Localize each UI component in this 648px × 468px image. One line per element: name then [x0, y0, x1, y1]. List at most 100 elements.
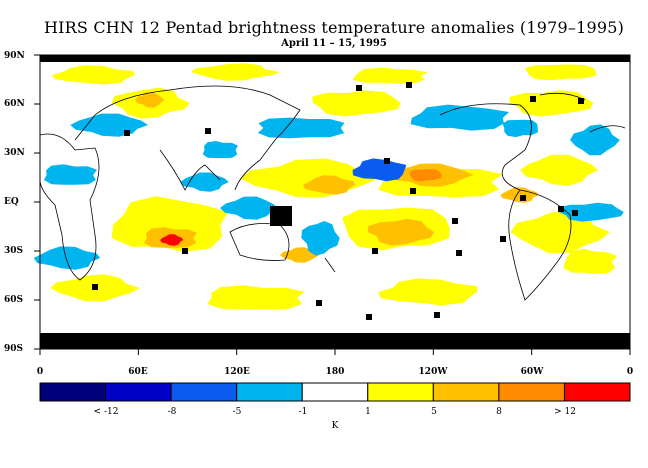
missing-data-cell-9	[558, 206, 564, 212]
axis-ticks	[34, 54, 631, 355]
coastline-4	[324, 257, 336, 273]
missing-data-cell-11	[372, 248, 378, 254]
anomaly-patch-5	[311, 90, 401, 117]
colorbar-swatch-3	[236, 382, 303, 402]
anomaly-patch-26	[70, 113, 149, 137]
missing-data-cell-16	[366, 314, 372, 320]
colorbar-swatch-4	[301, 382, 369, 402]
colorbar-label-7: 8	[496, 407, 502, 417]
coastline-7	[539, 92, 586, 101]
anomaly-patch-27	[257, 117, 345, 139]
missing-data-cell-1	[205, 128, 211, 134]
missing-data-cell-4	[384, 158, 390, 164]
missing-data-cell-14	[92, 284, 98, 290]
colorbar-swatch-6	[432, 382, 500, 402]
anomaly-patch-36	[180, 172, 229, 192]
colorbar-swatch-2	[170, 382, 238, 402]
anomaly-patch-38	[202, 141, 238, 159]
missing-data-cell-19	[578, 98, 584, 104]
map-title: HIRS CHN 12 Pentad brightness temperatur…	[43, 18, 625, 37]
coastline-1	[74, 85, 301, 191]
missing-data-cell-13	[182, 248, 188, 254]
missing-data-cell-12	[456, 250, 462, 256]
anomaly-patch-28	[410, 104, 510, 131]
anomaly-patch-17	[135, 92, 165, 108]
anomaly-patch-3	[524, 64, 597, 81]
missing-data-cell-3	[406, 82, 412, 88]
missing-data-cell-8	[520, 195, 526, 201]
coastline-8	[589, 125, 626, 133]
lat-label-90n: 90N	[4, 51, 25, 61]
anomaly-patch-30	[44, 164, 97, 185]
lon-label-120e: 120E	[224, 367, 250, 377]
colorbar-unit: K	[331, 421, 339, 431]
lon-label-60e: 60E	[128, 367, 148, 377]
lon-label-0-east: 0	[626, 367, 634, 377]
anomaly-patch-21	[367, 218, 435, 246]
lon-label-60w: 60W	[520, 367, 544, 377]
colorbar-label-5: 1	[365, 407, 371, 417]
lat-label-90s: 90S	[4, 344, 24, 354]
lat-label-30n: 30N	[4, 148, 25, 158]
colorbar-swatch-1	[105, 382, 172, 402]
anomaly-patch-9	[520, 154, 599, 186]
anomaly-patch-29	[570, 124, 620, 156]
missing-data-cell-5	[410, 188, 416, 194]
missing-data-cell-2	[356, 85, 362, 91]
missing-data-south	[40, 333, 630, 349]
missing-data-cell-6	[452, 218, 458, 224]
colorbar-label-4: -1	[298, 407, 308, 417]
anomaly-patch-10	[111, 196, 229, 252]
anomaly-patch-2	[352, 67, 428, 84]
anomaly-patch-14	[207, 285, 305, 310]
missing-data-cell-0	[124, 130, 130, 136]
colorbar-swatch-7	[498, 382, 565, 402]
anomaly-patch-18	[302, 175, 356, 195]
colorbar-label-8: > 12	[554, 407, 576, 417]
colorbar-label-1: < -12	[93, 407, 119, 417]
colorbar-swatch-0	[39, 382, 107, 402]
missing-data-cell-10	[572, 210, 578, 216]
lon-label-0: 0	[36, 367, 44, 377]
missing-data-block	[270, 206, 292, 226]
anomaly-patch-22	[500, 187, 539, 203]
coastlines	[39, 85, 626, 301]
anomaly-patch-33	[301, 221, 340, 256]
coastline-2	[159, 149, 221, 191]
anomaly-patch-35	[33, 246, 101, 270]
anomaly-patch-15	[378, 278, 478, 306]
anomaly-patch-7	[240, 158, 380, 198]
lon-label-180: 180	[325, 367, 345, 377]
coastline-3	[229, 223, 290, 261]
coastline-0	[39, 133, 100, 281]
colorbar-swatch-5	[367, 382, 434, 402]
colorbar	[39, 382, 631, 402]
colorbar-swatch-8	[563, 382, 631, 402]
anomaly-patch-1	[190, 63, 280, 81]
map-subtitle: April 11 – 15, 1995	[281, 38, 387, 49]
colorbar-label-2: -8	[167, 407, 177, 417]
colorbar-label-6: 5	[431, 407, 437, 417]
anomaly-patch-0	[51, 65, 135, 85]
lat-label-30s: 30S	[4, 246, 24, 256]
colorbar-label-3: -5	[232, 407, 242, 417]
anomaly-patch-24	[409, 169, 442, 182]
missing-data-cell-18	[530, 96, 536, 102]
lon-label-120w: 120W	[418, 367, 448, 377]
anomaly-patch-34	[558, 202, 624, 222]
lat-label-60n: 60N	[4, 99, 25, 109]
missing-data-cell-17	[434, 312, 440, 318]
missing-data-north	[40, 55, 630, 62]
missing-data-cell-7	[500, 236, 506, 242]
anomaly-field	[33, 55, 630, 349]
anomaly-patch-32	[220, 196, 280, 220]
lat-label-eq: EQ	[4, 197, 19, 207]
coastline-6	[508, 189, 572, 301]
anomaly-patch-25	[160, 234, 184, 246]
anomaly-patch-37	[502, 119, 538, 138]
anomaly-patch-16	[563, 248, 617, 274]
missing-data-cell-15	[316, 300, 322, 306]
anomaly-patch-31	[352, 158, 407, 182]
coastline-5	[439, 103, 532, 191]
